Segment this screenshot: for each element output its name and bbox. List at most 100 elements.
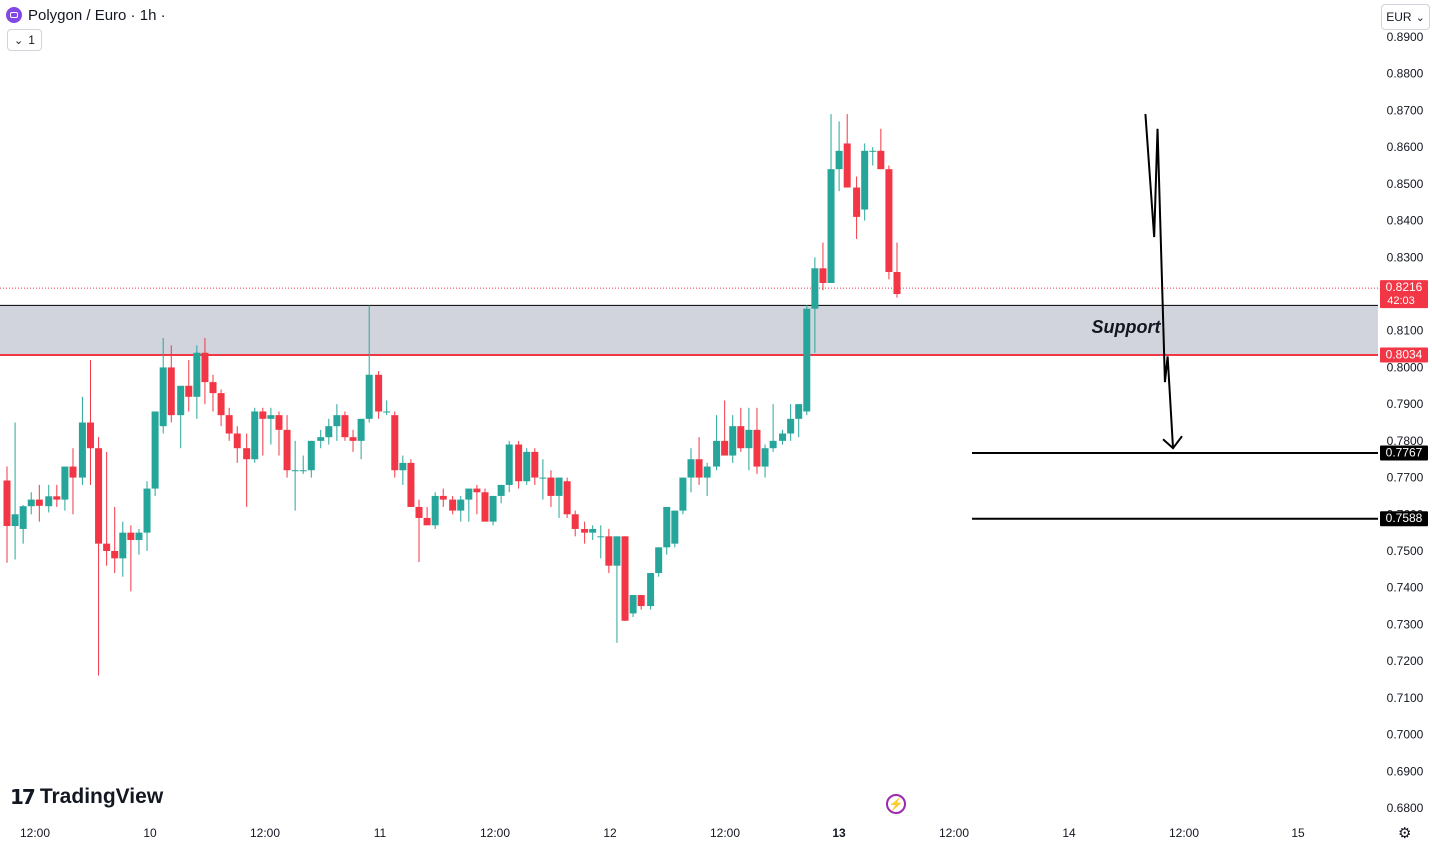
candle-down bbox=[547, 477, 555, 496]
candle-up bbox=[78, 422, 86, 478]
candle-up bbox=[589, 528, 597, 533]
price-tick-label: 0.8500 bbox=[1387, 177, 1424, 191]
candle-down bbox=[201, 352, 209, 383]
candle-up bbox=[325, 426, 333, 438]
candle-up bbox=[687, 459, 695, 478]
candle-up bbox=[779, 433, 787, 441]
candle-up bbox=[457, 499, 465, 511]
price-tick-label: 0.7000 bbox=[1387, 728, 1424, 742]
time-tick-label: 14 bbox=[1062, 826, 1076, 840]
candle-up bbox=[159, 367, 167, 427]
candle-down bbox=[407, 462, 415, 507]
candle-down bbox=[853, 187, 861, 217]
currency-selector[interactable]: EUR ⌄ bbox=[1381, 4, 1430, 30]
time-tick-label: 12:00 bbox=[1169, 826, 1199, 840]
indicators-toggle[interactable]: ⌄ 1 bbox=[7, 29, 42, 51]
chart-header: Polygon / Euro · 1h · bbox=[6, 5, 166, 25]
tradingview-logo[interactable]: 17 TradingView bbox=[10, 785, 163, 809]
logo-text: TradingView bbox=[39, 785, 164, 808]
price-tick-label: 0.8600 bbox=[1387, 140, 1424, 154]
candle-up bbox=[803, 308, 811, 412]
countdown-text: 42:03 bbox=[1387, 295, 1415, 307]
price-label-text: 0.7767 bbox=[1386, 445, 1423, 459]
candle-down bbox=[35, 499, 43, 506]
candle-down bbox=[127, 532, 135, 540]
candle-up bbox=[61, 466, 69, 500]
candle-down bbox=[243, 448, 251, 460]
candle-down bbox=[877, 150, 885, 170]
time-tick-label: 12:00 bbox=[20, 826, 50, 840]
candle-up bbox=[811, 268, 819, 309]
candle-up bbox=[597, 536, 605, 538]
candles-layer bbox=[3, 114, 901, 676]
candle-up bbox=[357, 418, 365, 441]
price-axis[interactable]: 0.8900 0.8800 0.8700 0.8600 0.8500 0.8400 0.83… bbox=[1387, 30, 1424, 815]
support-zone-rect bbox=[0, 305, 1378, 355]
price-tick-label: 0.6900 bbox=[1387, 764, 1424, 778]
price-tick-label: 0.7800 bbox=[1387, 434, 1424, 448]
candle-up bbox=[629, 595, 637, 614]
candle-up bbox=[787, 418, 795, 434]
candle-up bbox=[795, 404, 803, 419]
candle-up bbox=[835, 150, 843, 170]
candle-up bbox=[729, 426, 737, 456]
candle-up bbox=[869, 150, 877, 152]
support-zone-layer bbox=[0, 287, 1378, 356]
candle-down bbox=[86, 422, 94, 449]
candle-down bbox=[621, 536, 629, 621]
candle-down bbox=[233, 433, 241, 449]
candle-down bbox=[605, 536, 613, 566]
price-tick-label: 0.7400 bbox=[1387, 581, 1424, 595]
candle-up bbox=[119, 532, 127, 559]
candle-up bbox=[19, 506, 27, 529]
candle-down bbox=[449, 499, 457, 511]
candle-up bbox=[365, 374, 373, 419]
candle-up bbox=[299, 470, 307, 472]
candle-down bbox=[391, 415, 399, 471]
price-tick-label: 0.7500 bbox=[1387, 544, 1424, 558]
lightning-icon[interactable]: ⚡ bbox=[886, 794, 906, 814]
candle-down bbox=[843, 143, 851, 188]
candle-down bbox=[423, 517, 431, 526]
candle-up bbox=[671, 510, 679, 544]
candle-up bbox=[193, 352, 201, 397]
price-label-box bbox=[1380, 347, 1428, 363]
candle-down bbox=[217, 393, 225, 416]
price-tick-label: 0.7700 bbox=[1387, 471, 1424, 485]
price-tick-label: 0.8300 bbox=[1387, 250, 1424, 264]
candle-down bbox=[695, 459, 703, 478]
candle-up bbox=[663, 506, 671, 548]
price-tick-label: 0.8700 bbox=[1387, 103, 1424, 117]
candle-up bbox=[505, 444, 513, 485]
candle-down bbox=[375, 374, 383, 412]
time-axis[interactable]: 12:00 10 12:00 11 12:00 12 12:00 13 12:00 14 12:00… bbox=[20, 826, 1305, 840]
candle-down bbox=[209, 382, 217, 394]
price-label-box bbox=[1380, 280, 1428, 309]
candle-up bbox=[769, 440, 777, 449]
settings-gear-icon[interactable]: ⚙ bbox=[1398, 824, 1412, 842]
candle-up bbox=[267, 415, 275, 419]
candle-down bbox=[571, 514, 579, 529]
candle-down bbox=[721, 440, 729, 456]
candle-down bbox=[481, 492, 489, 522]
candle-down bbox=[349, 437, 357, 441]
candle-up bbox=[399, 462, 407, 471]
candle-up bbox=[489, 495, 497, 522]
candle-down bbox=[259, 411, 267, 419]
candle-up bbox=[333, 415, 341, 427]
time-tick-label: 12:00 bbox=[710, 826, 740, 840]
price-tick-label: 0.8800 bbox=[1387, 67, 1424, 81]
time-tick-label: 12:00 bbox=[250, 826, 280, 840]
polygon-coin-icon bbox=[6, 7, 22, 23]
projection-path bbox=[1144, 114, 1175, 449]
candle-down bbox=[885, 169, 893, 272]
price-tick-label: 0.6800 bbox=[1387, 801, 1424, 815]
symbol-title[interactable]: Polygon / Euro · 1h · bbox=[28, 6, 166, 24]
chevron-down-icon: ⌄ bbox=[1415, 11, 1425, 24]
time-tick-label: 13 bbox=[832, 826, 846, 840]
candle-up bbox=[745, 429, 753, 449]
candle-up bbox=[317, 437, 325, 441]
candle-up bbox=[135, 532, 143, 540]
